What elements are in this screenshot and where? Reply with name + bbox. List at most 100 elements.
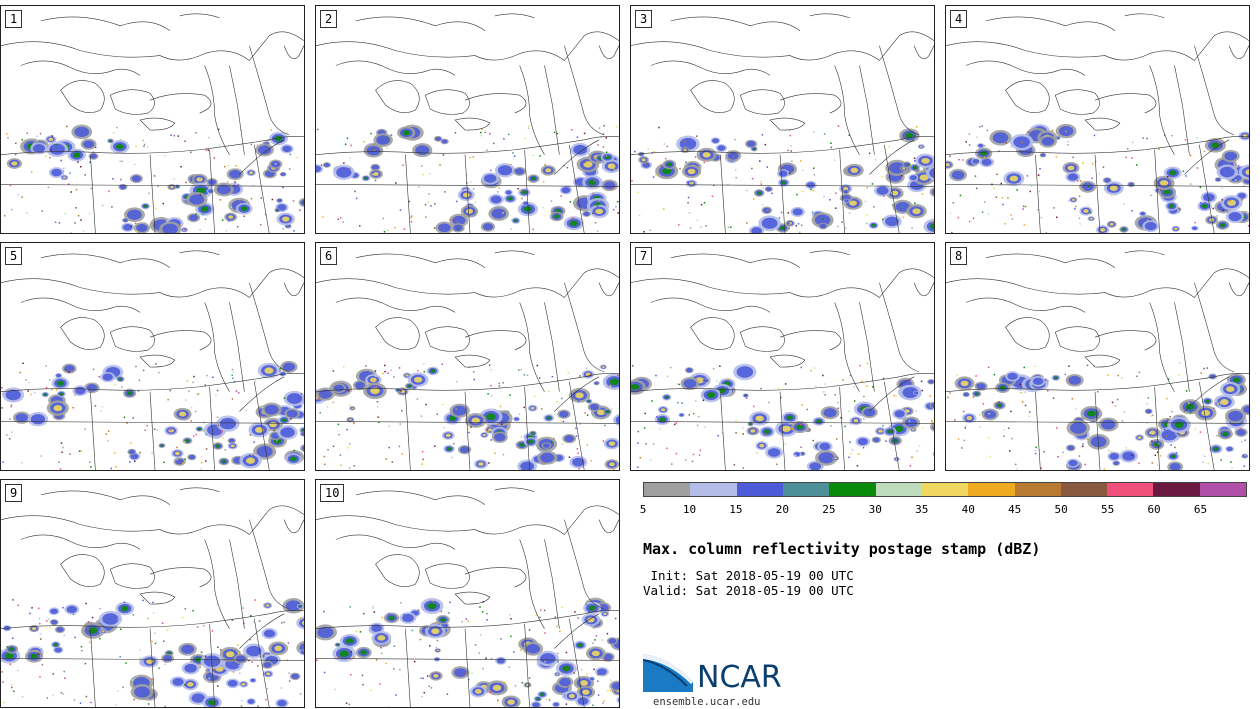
- reflectivity-speckle: [592, 212, 594, 215]
- reflectivity-speckle: [38, 617, 41, 620]
- reflectivity-speckle: [768, 401, 770, 404]
- reflectivity-speckle: [348, 467, 351, 469]
- reflectivity-speckle: [434, 445, 436, 447]
- reflectivity-speckle: [987, 213, 990, 215]
- reflectivity-speckle: [326, 406, 329, 408]
- reflectivity-speckle: [489, 691, 492, 693]
- reflectivity-speckle: [560, 195, 562, 197]
- reflectivity-speckle: [387, 613, 390, 615]
- reflectivity-speckle: [88, 628, 90, 631]
- reflectivity-speckle: [753, 405, 755, 408]
- reflectivity-speckle: [11, 208, 13, 211]
- reflectivity-speckle: [1040, 216, 1043, 219]
- reflectivity-speckle: [147, 703, 150, 705]
- reflectivity-speckle: [609, 689, 612, 692]
- reflectivity-cell: [191, 693, 205, 703]
- reflectivity-cell: [282, 216, 290, 222]
- reflectivity-speckle: [800, 224, 803, 227]
- reflectivity-speckle: [791, 428, 794, 430]
- member-label: 3: [635, 10, 653, 28]
- reflectivity-speckle: [184, 228, 186, 230]
- reflectivity-speckle: [352, 422, 355, 425]
- reflectivity-cell: [405, 374, 409, 377]
- reflectivity-speckle: [28, 381, 30, 384]
- reflectivity-cell: [1173, 227, 1178, 231]
- reflectivity-cell: [894, 410, 905, 418]
- reflectivity-speckle: [488, 462, 490, 464]
- reflectivity-speckle: [417, 609, 420, 612]
- reflectivity-cell: [302, 445, 304, 451]
- reflectivity-speckle: [685, 161, 687, 163]
- reflectivity-speckle: [840, 416, 842, 419]
- map-boundary: [1084, 117, 1121, 131]
- reflectivity-speckle: [161, 622, 164, 624]
- reflectivity-speckle: [675, 422, 678, 424]
- reflectivity-speckle: [1165, 435, 1168, 438]
- reflectivity-speckle: [283, 397, 286, 399]
- reflectivity-speckle: [862, 447, 865, 449]
- reflectivity-cell: [263, 662, 272, 668]
- reflectivity-speckle: [217, 646, 219, 649]
- map-boundary: [254, 618, 270, 707]
- reflectivity-speckle: [539, 377, 541, 379]
- map-boundary: [884, 381, 900, 470]
- member-panel: 10: [315, 479, 620, 708]
- reflectivity-cell: [30, 414, 46, 425]
- reflectivity-speckle: [166, 629, 168, 631]
- reflectivity-speckle: [1202, 461, 1204, 463]
- reflectivity-speckle: [350, 144, 352, 147]
- reflectivity-speckle: [200, 468, 202, 470]
- map-boundary: [90, 628, 96, 707]
- reflectivity-cell: [121, 605, 129, 612]
- reflectivity-cell: [607, 163, 616, 169]
- reflectivity-speckle: [810, 369, 812, 372]
- reflectivity-speckle: [947, 396, 949, 399]
- reflectivity-speckle: [691, 460, 694, 463]
- reflectivity-cell: [1245, 169, 1249, 176]
- reflectivity-speckle: [249, 434, 252, 436]
- reflectivity-speckle: [673, 423, 676, 426]
- reflectivity-speckle: [681, 402, 683, 404]
- reflectivity-speckle: [402, 164, 404, 166]
- reflectivity-cell: [662, 167, 672, 175]
- reflectivity-speckle: [868, 152, 871, 154]
- reflectivity-speckle: [398, 367, 401, 369]
- reflectivity-speckle: [88, 212, 91, 215]
- reflectivity-speckle: [344, 143, 347, 145]
- reflectivity-speckle: [556, 625, 558, 628]
- reflectivity-speckle: [410, 221, 413, 223]
- colorbar-tick-label: 35: [915, 503, 929, 516]
- reflectivity-cell: [1068, 375, 1082, 385]
- reflectivity-speckle: [195, 213, 197, 215]
- map-boundary: [1094, 93, 1157, 114]
- reflectivity-speckle: [117, 690, 119, 692]
- reflectivity-speckle: [473, 378, 475, 381]
- reflectivity-speckle: [430, 205, 432, 207]
- reflectivity-speckle: [435, 646, 438, 649]
- reflectivity-speckle: [515, 169, 517, 171]
- reflectivity-speckle: [355, 630, 358, 633]
- reflectivity-speckle: [730, 226, 732, 228]
- reflectivity-cell: [430, 369, 436, 373]
- reflectivity-speckle: [422, 458, 424, 461]
- reflectivity-speckle: [63, 670, 65, 673]
- reflectivity-speckle: [1166, 176, 1169, 178]
- reflectivity-cell: [371, 164, 379, 170]
- map-boundary: [1, 421, 304, 424]
- reflectivity-cell: [274, 135, 283, 142]
- reflectivity-speckle: [549, 413, 552, 415]
- map-boundary: [1094, 154, 1101, 233]
- reflectivity-cell: [523, 201, 528, 206]
- reflectivity-cell: [1220, 399, 1229, 405]
- reflectivity-speckle: [110, 467, 112, 470]
- reflectivity-speckle: [1007, 427, 1010, 430]
- reflectivity-speckle: [811, 211, 814, 214]
- reflectivity-speckle: [993, 373, 996, 376]
- reflectivity-speckle: [377, 416, 380, 418]
- reflectivity-cell: [1070, 422, 1087, 434]
- reflectivity-speckle: [399, 209, 402, 211]
- reflectivity-speckle: [15, 647, 17, 649]
- reflectivity-cell: [587, 617, 595, 623]
- reflectivity-speckle: [1178, 362, 1181, 364]
- reflectivity-speckle: [1024, 404, 1027, 407]
